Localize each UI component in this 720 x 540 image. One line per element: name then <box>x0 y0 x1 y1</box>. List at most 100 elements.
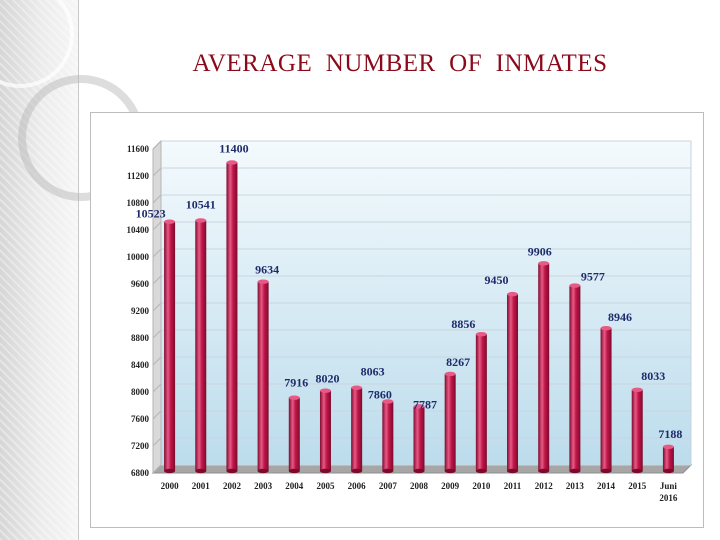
bar-group <box>413 404 425 474</box>
bar <box>600 328 612 471</box>
data-label: 7860 <box>368 387 392 401</box>
data-label: 9450 <box>485 273 509 287</box>
y-tick-label: 8800 <box>131 333 150 343</box>
bar-base <box>631 468 643 474</box>
bar-group <box>382 399 394 474</box>
data-label: 7188 <box>658 427 682 441</box>
slide-title: AVERAGE NUMBER OF INMATES <box>192 50 608 77</box>
bar <box>662 446 674 471</box>
y-tick-label: 11200 <box>127 171 150 181</box>
bar-base <box>257 468 269 474</box>
x-tick-label: 2011 <box>504 481 522 491</box>
bar-group <box>226 160 238 474</box>
y-tick-label: 9600 <box>131 279 150 289</box>
bar <box>226 162 238 471</box>
data-label: 9634 <box>255 263 279 277</box>
chart-frame: 6800 7200 7600 8000 8400 8800 9200 9600 10000 104… <box>90 112 704 528</box>
bar-group <box>351 385 363 474</box>
bar-base <box>569 468 581 474</box>
x-tick-label: 2001 <box>192 481 211 491</box>
bar-base <box>444 468 456 474</box>
gridline-side <box>152 464 162 474</box>
bar-cap <box>382 399 394 404</box>
y-tick-label: 11600 <box>127 144 150 154</box>
gridline-side <box>152 383 162 393</box>
data-label: 10541 <box>186 197 216 211</box>
bar <box>569 285 581 471</box>
bar-base <box>195 468 207 474</box>
bar-group <box>631 387 643 474</box>
bar-cap <box>600 325 612 331</box>
data-label: 8033 <box>641 369 665 383</box>
gridline-side <box>152 248 162 258</box>
bar <box>195 220 207 471</box>
bar <box>351 387 363 471</box>
gridline-side <box>152 329 162 339</box>
bar-base <box>538 468 550 474</box>
bar-group <box>164 219 176 474</box>
bar-base <box>507 468 519 474</box>
bar-cap <box>444 371 456 377</box>
y-tick-label: 8000 <box>131 387 150 397</box>
bar-cap <box>662 444 674 450</box>
y-tick-label: 6800 <box>131 468 150 478</box>
bar-base <box>288 468 300 474</box>
bar-cap <box>538 261 550 266</box>
bar-chart: 6800 7200 7600 8000 8400 8800 9200 9600 10000 104… <box>127 139 693 503</box>
bar <box>475 334 487 471</box>
bar <box>382 401 394 471</box>
y-tick-label: 10400 <box>127 225 150 235</box>
x-tick-label: Juni <box>660 481 678 491</box>
bar-cap <box>319 388 331 393</box>
bar-cap <box>288 395 300 400</box>
gridline-side <box>152 167 162 177</box>
data-label: 8267 <box>446 355 470 369</box>
bar-cap <box>351 385 363 390</box>
bar-group <box>319 388 331 474</box>
bar <box>507 294 519 471</box>
x-tick-label: 2009 <box>441 481 460 491</box>
bar-cap <box>257 279 269 284</box>
gridline-side <box>152 275 162 285</box>
bar-cap <box>475 332 487 337</box>
bar-group <box>569 283 581 474</box>
x-tick-label: 2007 <box>379 481 398 491</box>
data-label: 7916 <box>284 376 308 390</box>
bar <box>538 263 550 471</box>
bar-group <box>195 218 207 474</box>
bar-cap <box>195 218 207 223</box>
bar <box>444 373 456 471</box>
y-tick-label: 7600 <box>131 414 150 424</box>
data-label: 9906 <box>528 244 552 258</box>
y-tick-label: 10800 <box>127 198 150 208</box>
bar-group <box>444 371 456 474</box>
gridline-side <box>152 410 162 420</box>
x-tick-label: 2014 <box>597 481 616 491</box>
gridline-side <box>152 221 162 231</box>
bar-group <box>257 279 269 474</box>
data-label: 10523 <box>136 207 166 221</box>
bar-group <box>507 291 519 474</box>
bar <box>288 397 300 471</box>
bar <box>413 406 425 471</box>
bar-base <box>662 468 674 474</box>
y-tick-label: 8400 <box>131 360 150 370</box>
bar-group <box>288 395 300 474</box>
gridline-side <box>152 194 162 204</box>
x-tick-label: 2003 <box>254 481 273 491</box>
bar-base <box>382 468 394 474</box>
bar-cap <box>507 291 519 297</box>
x-tick-label: 2015 <box>628 481 647 491</box>
bar-group <box>600 325 612 474</box>
data-label: 8946 <box>608 310 632 324</box>
bar <box>631 389 643 471</box>
bar-cap <box>631 387 643 392</box>
bar-cap <box>164 219 176 224</box>
data-label: 8020 <box>315 372 339 386</box>
data-label: 9577 <box>581 270 605 284</box>
bar-base <box>226 468 238 474</box>
bar <box>319 390 331 471</box>
data-label: 8856 <box>451 317 475 331</box>
bar-base <box>319 468 331 474</box>
data-label: 7787 <box>413 397 437 411</box>
